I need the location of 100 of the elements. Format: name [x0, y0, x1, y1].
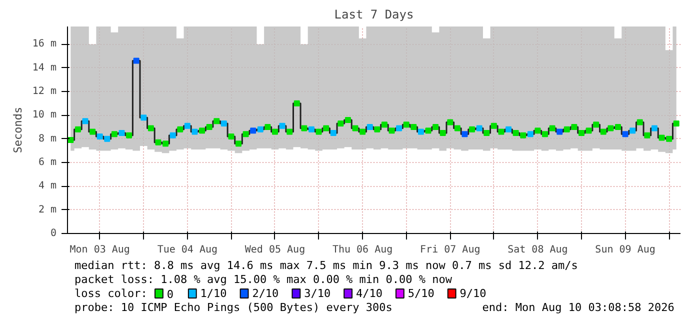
point [250, 128, 256, 134]
legend-label: 9/10 [460, 287, 486, 300]
point [162, 140, 169, 147]
point [316, 128, 322, 135]
y-tick-label: 0 [50, 228, 57, 239]
point [126, 132, 132, 138]
point [608, 125, 614, 132]
point [651, 125, 658, 132]
legend-label: 3/10 [304, 287, 331, 300]
point [586, 128, 592, 134]
point [614, 124, 621, 130]
x-tick-label: Wed 05 Aug [244, 244, 306, 256]
point [381, 122, 388, 128]
point [549, 125, 556, 132]
point [425, 128, 432, 134]
point [360, 128, 366, 135]
legend-label: 0 [166, 288, 174, 301]
point [133, 58, 140, 64]
x-tick-label: Sun 09 Aug [595, 244, 656, 256]
point [462, 131, 468, 138]
point [96, 134, 103, 140]
point [512, 130, 519, 136]
point [155, 139, 162, 146]
x-tick-label: Thu 06 Aug [332, 244, 393, 256]
point [410, 124, 417, 130]
point [118, 130, 125, 136]
point [498, 128, 504, 135]
point [90, 128, 96, 135]
point [396, 125, 402, 132]
point [644, 132, 650, 138]
point [571, 124, 578, 130]
y-tick-label: 4 m [38, 180, 56, 192]
point [403, 122, 410, 128]
point [228, 134, 234, 140]
point [666, 136, 672, 142]
y-axis-title: Seconds [11, 106, 24, 154]
legend-label: 4/10 [356, 287, 382, 300]
point [330, 130, 336, 136]
point [469, 126, 476, 132]
point [556, 128, 563, 135]
point [476, 125, 482, 132]
legend-label: 1/10 [200, 287, 227, 300]
text: end: Mon Aug 10 03:08:58 2026 [482, 301, 674, 314]
y-tick-label: 12 m [32, 86, 57, 98]
legend-label: 5/10 [408, 287, 434, 300]
point [111, 131, 118, 138]
point [184, 122, 190, 129]
point [279, 122, 286, 129]
point [177, 126, 184, 132]
point [506, 126, 512, 132]
point [527, 131, 534, 138]
point [301, 125, 308, 132]
point [338, 120, 344, 126]
point [286, 128, 293, 135]
point [82, 118, 88, 124]
point [490, 122, 497, 129]
point [199, 128, 206, 134]
point [242, 131, 249, 138]
point [140, 114, 147, 121]
point [272, 128, 278, 135]
point [440, 130, 446, 136]
legend-label: 2/10 [252, 287, 279, 300]
point [564, 126, 570, 132]
point [170, 132, 176, 138]
point [352, 125, 358, 132]
point [388, 128, 395, 134]
y-tick-label: 8 m [38, 133, 56, 144]
x-tick-label: Mon 03 Aug [70, 244, 130, 256]
point [344, 116, 351, 123]
chart-title: Last 7 Days [334, 8, 414, 22]
point [542, 131, 548, 138]
point [68, 137, 74, 144]
point [418, 128, 424, 135]
y-tick-label: 14 m [32, 62, 57, 74]
point [520, 132, 526, 138]
point [484, 130, 490, 136]
x-tick-label: Sat 08 Aug [508, 244, 568, 256]
point [673, 120, 680, 126]
point [366, 124, 373, 130]
x-tick-label: Tue 04 Aug [157, 244, 218, 256]
text: probe: 10 ICMP Echo Pings (500 Bytes) every 300s [74, 301, 392, 314]
point [447, 119, 454, 126]
point [220, 120, 227, 126]
point [578, 130, 584, 136]
point [148, 125, 154, 132]
y-tick-label: 2 m [38, 204, 56, 216]
point [308, 126, 314, 132]
point [454, 125, 460, 132]
point [192, 128, 198, 135]
point [593, 122, 600, 128]
text: median rtt: 8.8 ms avg 14.6 ms max 7.5 ms min 9.3 ms now 0.7 ms sd 12.2 am/s [74, 259, 578, 272]
point [236, 140, 242, 147]
point [374, 126, 380, 132]
point [104, 136, 110, 142]
point [534, 128, 541, 134]
point [432, 124, 439, 130]
point [214, 118, 220, 124]
point [257, 126, 264, 132]
legend-title: loss color: [74, 287, 148, 300]
point [323, 125, 330, 132]
